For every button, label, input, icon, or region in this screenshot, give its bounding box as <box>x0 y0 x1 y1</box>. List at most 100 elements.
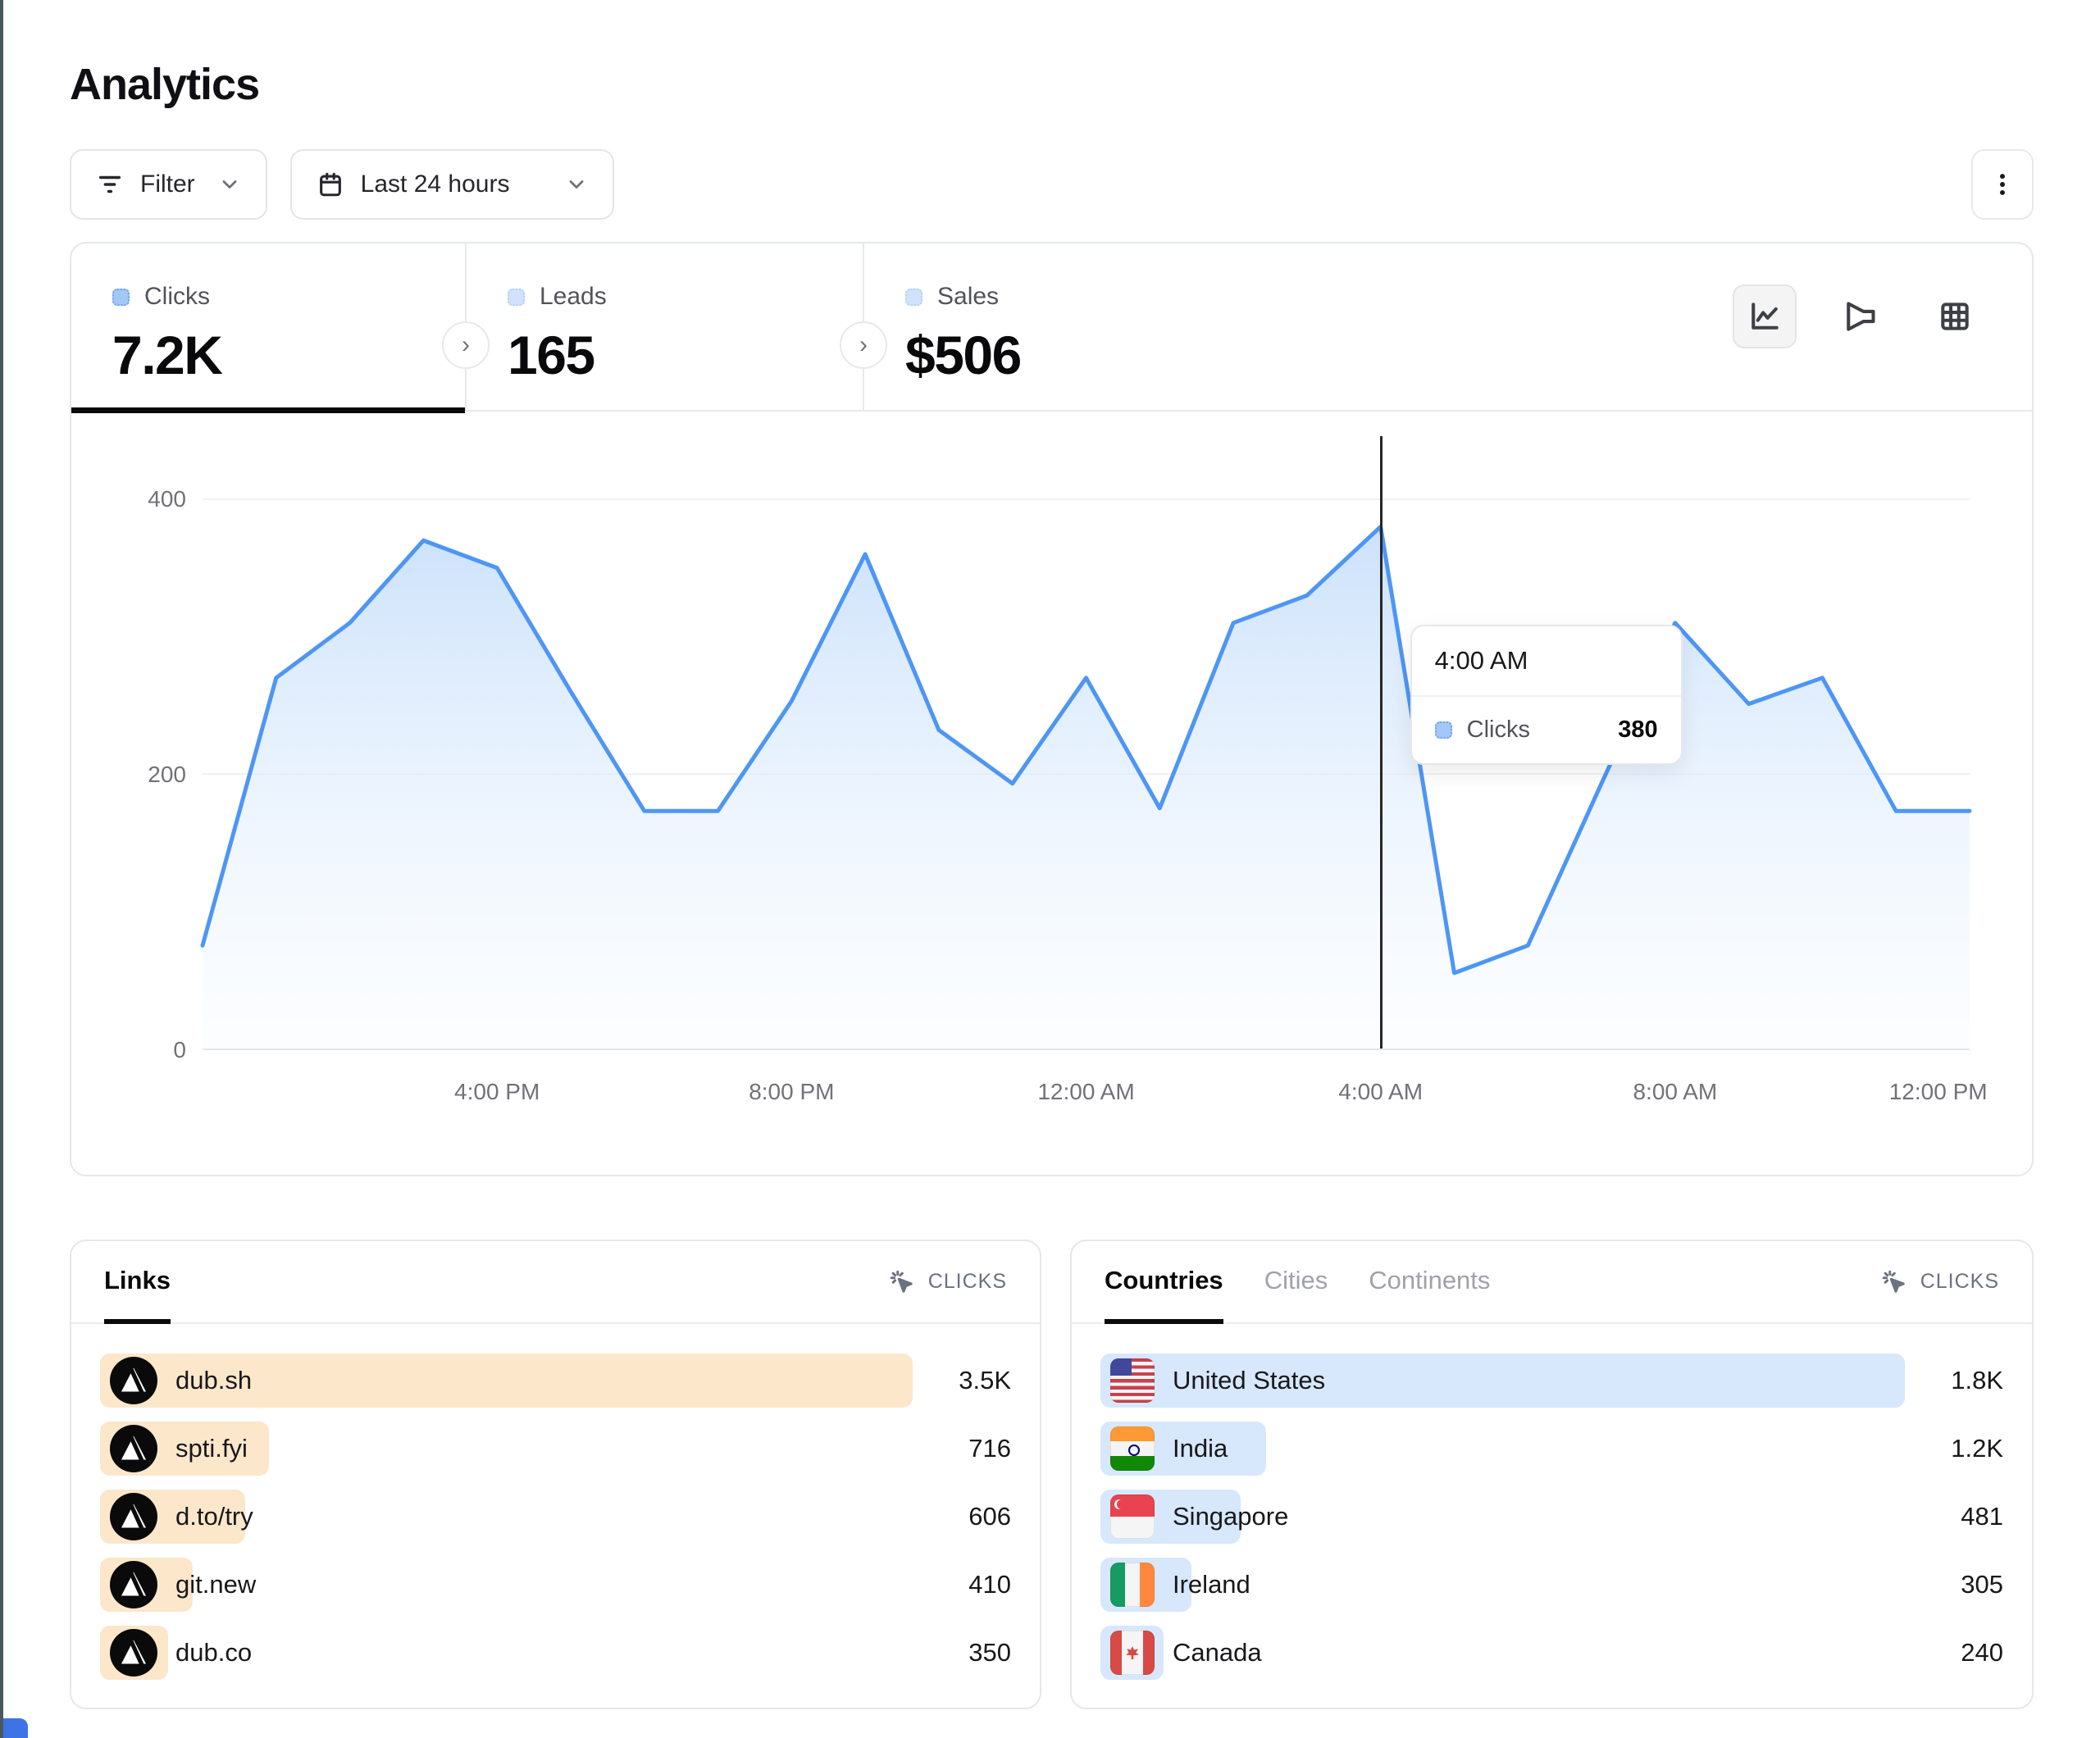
page-title: Analytics <box>70 60 260 109</box>
row-label: United States <box>1173 1366 1326 1394</box>
x-axis-label: 8:00 PM <box>749 1079 835 1104</box>
table-view-button[interactable] <box>1923 284 1987 348</box>
row-value: 1.8K <box>1951 1366 2003 1394</box>
row-value: 240 <box>1961 1638 2003 1667</box>
expand-leads-button[interactable]: › <box>442 321 490 369</box>
line-chart-icon <box>1747 298 1783 334</box>
line-chart-view-button[interactable] <box>1733 284 1797 348</box>
filter-button-label: Filter <box>140 171 195 198</box>
ie-flag-icon <box>1110 1563 1155 1607</box>
links-metric[interactable]: CLICKS <box>887 1267 1007 1297</box>
clicks-area-chart[interactable]: 4:00 AM Clicks 380 <box>200 436 1972 1050</box>
row-label: India <box>1173 1434 1228 1463</box>
chart-tooltip: 4:00 AM Clicks 380 <box>1410 625 1683 765</box>
dub-logo-icon <box>110 1561 157 1608</box>
tooltip-series-label: Clicks <box>1466 717 1530 743</box>
funnel-view-button[interactable] <box>1828 284 1892 348</box>
tooltip-value: 380 <box>1618 717 1658 743</box>
tab-clicks-label: Clicks <box>144 283 210 310</box>
funnel-icon <box>1842 298 1878 334</box>
tab-clicks[interactable]: Clicks 7.2K <box>71 243 465 413</box>
series-line <box>200 525 1972 976</box>
x-axis-label: 4:00 AM <box>1338 1079 1424 1104</box>
list-item[interactable]: Canada 240 <box>1100 1626 2003 1680</box>
leads-value: 165 <box>508 325 595 385</box>
row-value: 305 <box>1961 1570 2003 1599</box>
window-edge <box>0 0 3 1738</box>
y-axis-label: 400 <box>148 486 186 512</box>
chart-view-toggles <box>1733 284 1987 348</box>
list-item[interactable]: India 1.2K <box>1100 1422 2003 1476</box>
list-item[interactable]: d.to/try 606 <box>100 1490 1011 1544</box>
in-flag-icon <box>1110 1426 1155 1471</box>
list-item[interactable]: Singapore 481 <box>1100 1490 2003 1544</box>
sales-value: $506 <box>905 325 1022 385</box>
row-label: d.to/try <box>175 1502 253 1531</box>
tab-countries[interactable]: Countries <box>1105 1241 1223 1324</box>
list-item[interactable]: spti.fyi 716 <box>100 1422 1011 1476</box>
table-grid-icon <box>1937 298 1973 334</box>
dub-logo-icon <box>110 1493 157 1540</box>
list-item[interactable]: dub.co 350 <box>100 1626 1011 1680</box>
y-axis-label: 0 <box>173 1037 186 1062</box>
filter-button[interactable]: Filter <box>70 149 267 220</box>
links-metric-label: CLICKS <box>927 1270 1007 1293</box>
chevron-down-icon <box>218 173 241 196</box>
chevron-down-icon <box>565 173 588 196</box>
analytics-chart-card: Clicks 7.2K Leads 165 Sales $506 › › <box>70 242 2034 1176</box>
list-item[interactable]: git.new 410 <box>100 1558 1011 1612</box>
calendar-icon <box>317 171 344 198</box>
x-axis-label: 8:00 AM <box>1633 1079 1718 1104</box>
area-chart-svg <box>200 498 1972 1049</box>
us-flag-icon <box>1110 1358 1155 1403</box>
geo-panel: Countries Cities Continents CLICKS Unite… <box>1070 1240 2034 1709</box>
dub-logo-icon <box>110 1629 157 1677</box>
tab-leads[interactable]: Leads 165 <box>467 243 863 412</box>
row-label: Canada <box>1173 1638 1262 1667</box>
clicks-value: 7.2K <box>112 325 223 385</box>
x-axis-label: 4:00 PM <box>454 1079 540 1104</box>
list-item[interactable]: United States 1.8K <box>1100 1354 2003 1408</box>
ca-flag-icon <box>1110 1631 1155 1675</box>
tooltip-time: 4:00 AM <box>1411 626 1681 697</box>
tab-cities[interactable]: Cities <box>1264 1265 1328 1294</box>
row-value: 350 <box>968 1638 1011 1667</box>
list-item[interactable]: Ireland 305 <box>1100 1558 2003 1612</box>
stat-tabs: Clicks 7.2K Leads 165 Sales $506 › › <box>71 243 2032 413</box>
tab-continents[interactable]: Continents <box>1369 1265 1491 1294</box>
tab-sales[interactable]: Sales $506 <box>864 243 1258 412</box>
row-label: Singapore <box>1173 1502 1289 1531</box>
row-value: 3.5K <box>959 1366 1011 1394</box>
dub-logo-icon <box>110 1425 157 1472</box>
clicks-legend-chip <box>112 288 130 306</box>
row-label: dub.sh <box>175 1366 253 1394</box>
dub-logo-icon <box>110 1357 157 1404</box>
row-label: dub.co <box>175 1638 253 1667</box>
geo-metric[interactable]: CLICKS <box>1879 1267 1999 1297</box>
date-range-label: Last 24 hours <box>360 171 510 198</box>
cursor-click-icon <box>887 1267 917 1297</box>
x-axis: 4:00 PM 8:00 PM 12:00 AM 4:00 AM 8:00 AM 12:0… <box>203 1079 1988 1112</box>
filter-icon <box>96 171 124 198</box>
sg-flag-icon <box>1110 1495 1155 1539</box>
x-axis-label: 12:00 AM <box>1037 1079 1135 1104</box>
more-options-button[interactable] <box>1971 149 2034 220</box>
row-value: 716 <box>968 1434 1011 1463</box>
tooltip-series-chip <box>1434 721 1452 739</box>
expand-sales-button[interactable]: › <box>840 321 887 369</box>
y-axis-label: 200 <box>148 762 186 788</box>
sales-legend-chip <box>905 288 922 306</box>
list-item[interactable]: dub.sh 3.5K <box>100 1354 1011 1408</box>
area-fill <box>203 526 1970 1049</box>
tab-links[interactable]: Links <box>104 1241 171 1324</box>
date-range-button[interactable]: Last 24 hours <box>289 149 614 220</box>
row-label: Ireland <box>1173 1570 1250 1599</box>
kebab-menu-icon <box>1988 171 2016 198</box>
toolbar: Filter Last 24 hours <box>70 149 614 220</box>
leads-legend-chip <box>508 288 525 306</box>
row-label: git.new <box>175 1570 257 1599</box>
row-value: 410 <box>968 1570 1011 1599</box>
row-value: 481 <box>1961 1502 2003 1531</box>
background-element <box>3 1718 28 1738</box>
crosshair-line <box>1379 436 1383 1049</box>
